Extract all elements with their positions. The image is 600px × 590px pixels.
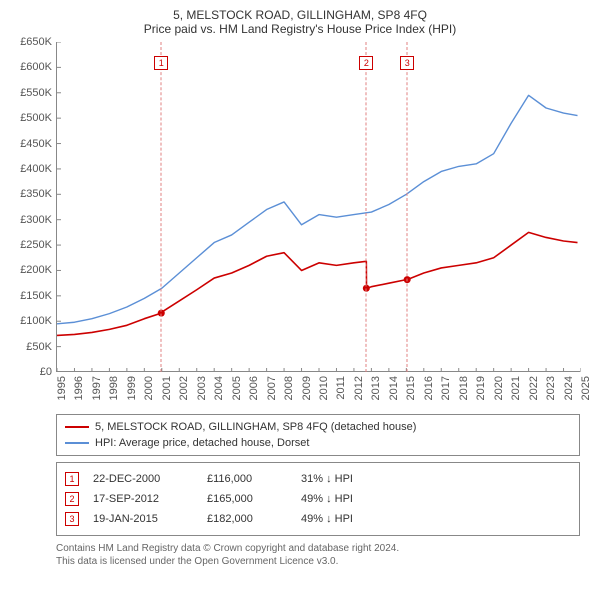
y-tick-label: £450K — [20, 138, 52, 150]
sale-row-price: £165,000 — [207, 493, 287, 505]
x-tick-label: 2016 — [423, 376, 435, 400]
x-tick-label: 2025 — [580, 376, 592, 400]
x-tick-label: 1996 — [73, 376, 85, 400]
sale-row: 2 17-SEP-2012 £165,000 49% ↓ HPI — [65, 489, 571, 509]
sale-row-date: 22-DEC-2000 — [93, 473, 193, 485]
x-tick-label: 2010 — [318, 376, 330, 400]
sale-row-diff: 49% ↓ HPI — [301, 513, 353, 525]
x-tick-label: 2012 — [353, 376, 365, 400]
x-tick-label: 1997 — [91, 376, 103, 400]
legend-item: 5, MELSTOCK ROAD, GILLINGHAM, SP8 4FQ (d… — [65, 419, 571, 435]
y-tick-label: £200K — [20, 264, 52, 276]
footer-line-1: Contains HM Land Registry data © Crown c… — [56, 542, 580, 555]
sale-marker-badge: 2 — [359, 56, 373, 70]
footer-line-2: This data is licensed under the Open Gov… — [56, 555, 580, 568]
sale-row: 3 19-JAN-2015 £182,000 49% ↓ HPI — [65, 509, 571, 529]
x-tick-label: 2017 — [440, 376, 452, 400]
sale-marker-badge: 3 — [400, 56, 414, 70]
sale-marker-line — [161, 42, 162, 372]
x-tick-label: 2006 — [248, 376, 260, 400]
x-tick-label: 2015 — [405, 376, 417, 400]
x-tick-label: 2008 — [283, 376, 295, 400]
title-line-2: Price paid vs. HM Land Registry's House … — [10, 22, 590, 36]
legend: 5, MELSTOCK ROAD, GILLINGHAM, SP8 4FQ (d… — [56, 414, 580, 456]
legend-label: HPI: Average price, detached house, Dors… — [95, 437, 309, 449]
x-tick-label: 1999 — [126, 376, 138, 400]
chart-title: 5, MELSTOCK ROAD, GILLINGHAM, SP8 4FQ Pr… — [10, 8, 590, 36]
x-tick-label: 2020 — [493, 376, 505, 400]
y-tick-label: £650K — [20, 36, 52, 48]
y-tick-label: £600K — [20, 61, 52, 73]
x-tick-label: 2013 — [370, 376, 382, 400]
legend-label: 5, MELSTOCK ROAD, GILLINGHAM, SP8 4FQ (d… — [95, 421, 416, 433]
title-line-1: 5, MELSTOCK ROAD, GILLINGHAM, SP8 4FQ — [10, 8, 590, 22]
sale-row-price: £116,000 — [207, 473, 287, 485]
y-tick-label: £100K — [20, 315, 52, 327]
y-tick-label: £500K — [20, 112, 52, 124]
x-tick-label: 2009 — [301, 376, 313, 400]
x-tick-label: 2005 — [231, 376, 243, 400]
plot-area: 1 2 3 — [56, 42, 580, 372]
y-tick-label: £550K — [20, 87, 52, 99]
y-tick-label: £300K — [20, 214, 52, 226]
x-tick-label: 1995 — [56, 376, 68, 400]
sale-row-diff: 31% ↓ HPI — [301, 473, 353, 485]
x-tick-label: 2023 — [545, 376, 557, 400]
chart-area: £0 £50K £100K £150K £200K £250K £300K £350K £400… — [10, 42, 590, 412]
x-tick-label: 2000 — [143, 376, 155, 400]
x-tick-label: 2014 — [388, 376, 400, 400]
sale-marker-line — [407, 42, 408, 372]
y-tick-label: £350K — [20, 188, 52, 200]
x-tick-label: 2002 — [178, 376, 190, 400]
y-tick-label: £0 — [40, 366, 52, 378]
legend-swatch — [65, 426, 89, 428]
legend-item: HPI: Average price, detached house, Dors… — [65, 435, 571, 451]
x-tick-label: 2019 — [475, 376, 487, 400]
footer: Contains HM Land Registry data © Crown c… — [56, 542, 580, 568]
x-tick-label: 2022 — [528, 376, 540, 400]
series-property — [57, 232, 578, 335]
sale-row: 1 22-DEC-2000 £116,000 31% ↓ HPI — [65, 469, 571, 489]
plot-svg — [57, 42, 581, 372]
y-tick-label: £250K — [20, 239, 52, 251]
sale-row-price: £182,000 — [207, 513, 287, 525]
y-tick-label: £150K — [20, 290, 52, 302]
sale-marker-badge: 1 — [154, 56, 168, 70]
sale-row-marker: 3 — [65, 512, 79, 526]
x-tick-label: 2024 — [563, 376, 575, 400]
x-tick-label: 2007 — [266, 376, 278, 400]
x-tick-label: 2018 — [458, 376, 470, 400]
x-tick-label: 2004 — [213, 376, 225, 400]
sale-row-marker: 1 — [65, 472, 79, 486]
sale-marker-line — [366, 42, 367, 372]
y-tick-label: £400K — [20, 163, 52, 175]
legend-swatch — [65, 442, 89, 444]
sale-row-diff: 49% ↓ HPI — [301, 493, 353, 505]
series-hpi — [57, 95, 578, 323]
x-tick-label: 2001 — [161, 376, 173, 400]
sales-table: 1 22-DEC-2000 £116,000 31% ↓ HPI 2 17-SEP-201… — [56, 462, 580, 536]
sale-row-marker: 2 — [65, 492, 79, 506]
x-tick-label: 2021 — [510, 376, 522, 400]
x-tick-label: 2011 — [335, 376, 347, 400]
sale-row-date: 19-JAN-2015 — [93, 513, 193, 525]
x-tick-label: 1998 — [108, 376, 120, 400]
x-tick-label: 2003 — [196, 376, 208, 400]
x-axis: 1995 1996 1997 1998 1999 2000 2001 2002 2003 2004… — [56, 372, 580, 412]
y-axis: £0£50K£100K£150K£200K£250K£300K£350K£400… — [10, 42, 56, 372]
sale-row-date: 17-SEP-2012 — [93, 493, 193, 505]
y-tick-label: £50K — [26, 341, 52, 353]
